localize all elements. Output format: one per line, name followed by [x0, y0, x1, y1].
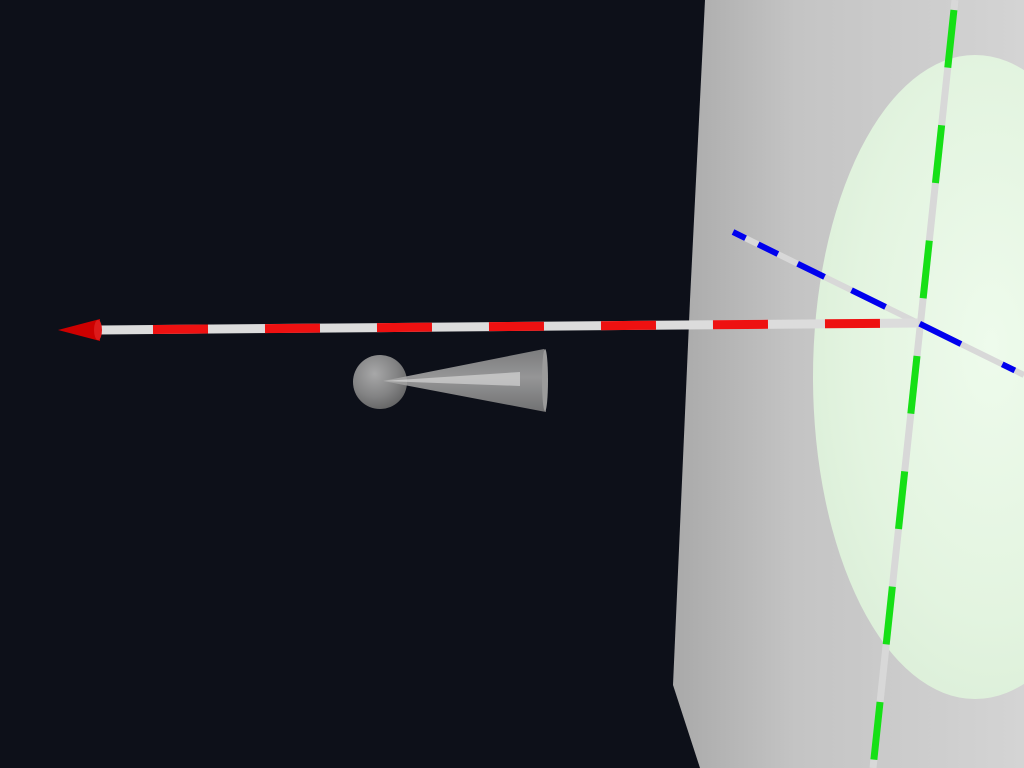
- y-axis[interactable]: [869, 0, 959, 768]
- x-axis[interactable]: [58, 318, 919, 341]
- light-cone-base: [542, 349, 548, 411]
- spotlight-ellipse: [813, 55, 1024, 699]
- light-gizmo[interactable]: [353, 349, 548, 412]
- light-sphere[interactable]: [353, 355, 407, 409]
- light-cone-highlight: [383, 372, 520, 386]
- x-axis-arrow-base: [94, 320, 102, 340]
- z-axis[interactable]: [731, 229, 1024, 378]
- x-axis-arrowhead: [58, 319, 100, 341]
